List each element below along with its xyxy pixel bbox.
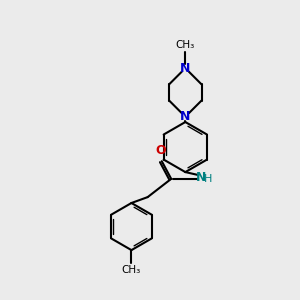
Text: H: H — [204, 174, 212, 184]
Text: N: N — [180, 110, 190, 123]
Text: CH₃: CH₃ — [122, 266, 141, 275]
Text: N: N — [180, 61, 190, 75]
Text: CH₃: CH₃ — [176, 40, 195, 50]
Text: O: O — [155, 144, 166, 157]
Text: N: N — [196, 171, 206, 184]
